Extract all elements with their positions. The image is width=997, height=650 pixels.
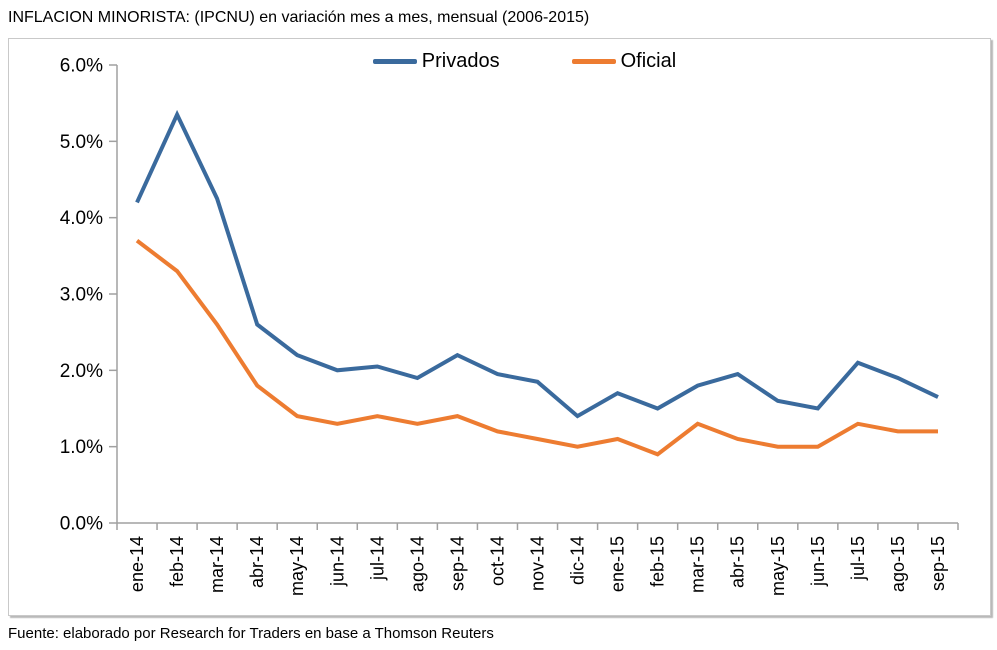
svg-text:5.0%: 5.0% (60, 132, 103, 153)
line-chart: 0.0% 1.0% 2.0% 3.0% 4.0% 5.0% 6.0% ene-14 feb-14… (60, 56, 959, 596)
svg-text:may-15: may-15 (768, 536, 788, 596)
svg-text:mar-15: mar-15 (688, 536, 708, 593)
svg-text:sep-15: sep-15 (928, 536, 948, 591)
svg-text:jul-15: jul-15 (848, 536, 868, 581)
svg-text:abr-14: abr-14 (247, 536, 267, 588)
chart-panel: Privados Oficial 0.0% 1.0% 2.0% 3.0% 4.0% 5.0… (8, 38, 991, 616)
legend-item-privados: Privados (372, 50, 500, 73)
page-title: INFLACION MINORISTA: (IPCNU) en variació… (8, 9, 590, 26)
svg-text:may-14: may-14 (287, 536, 307, 596)
svg-text:ago-15: ago-15 (888, 536, 908, 592)
svg-text:4.0%: 4.0% (60, 208, 103, 229)
legend-label-oficial: Oficial (620, 50, 677, 72)
svg-text:1.0%: 1.0% (60, 437, 103, 458)
oficial-line-swatch (571, 59, 616, 64)
svg-text:sep-14: sep-14 (447, 536, 467, 591)
svg-text:3.0%: 3.0% (60, 285, 103, 306)
privados-line-swatch (372, 59, 417, 64)
svg-text:feb-14: feb-14 (167, 536, 187, 587)
svg-text:ene-15: ene-15 (608, 536, 628, 592)
svg-text:dic-14: dic-14 (568, 536, 588, 585)
svg-text:abr-15: abr-15 (728, 536, 748, 588)
legend-item-oficial: Oficial (571, 50, 677, 73)
svg-text:feb-15: feb-15 (648, 536, 668, 587)
svg-text:ago-14: ago-14 (407, 536, 427, 592)
svg-text:oct-14: oct-14 (488, 536, 508, 586)
legend-label-privados: Privados (421, 50, 500, 72)
source-note: Fuente: elaborado por Research for Trade… (8, 625, 494, 642)
svg-text:2.0%: 2.0% (60, 361, 103, 382)
svg-text:jun-15: jun-15 (808, 536, 828, 587)
svg-text:ene-14: ene-14 (127, 536, 147, 592)
svg-text:jul-14: jul-14 (367, 536, 387, 581)
svg-text:0.0%: 0.0% (60, 514, 103, 535)
svg-text:nov-14: nov-14 (528, 536, 548, 591)
chart-legend: Privados Oficial (59, 50, 990, 73)
svg-text:6.0%: 6.0% (60, 56, 103, 77)
svg-text:mar-14: mar-14 (207, 536, 227, 593)
svg-text:jun-14: jun-14 (327, 536, 347, 587)
